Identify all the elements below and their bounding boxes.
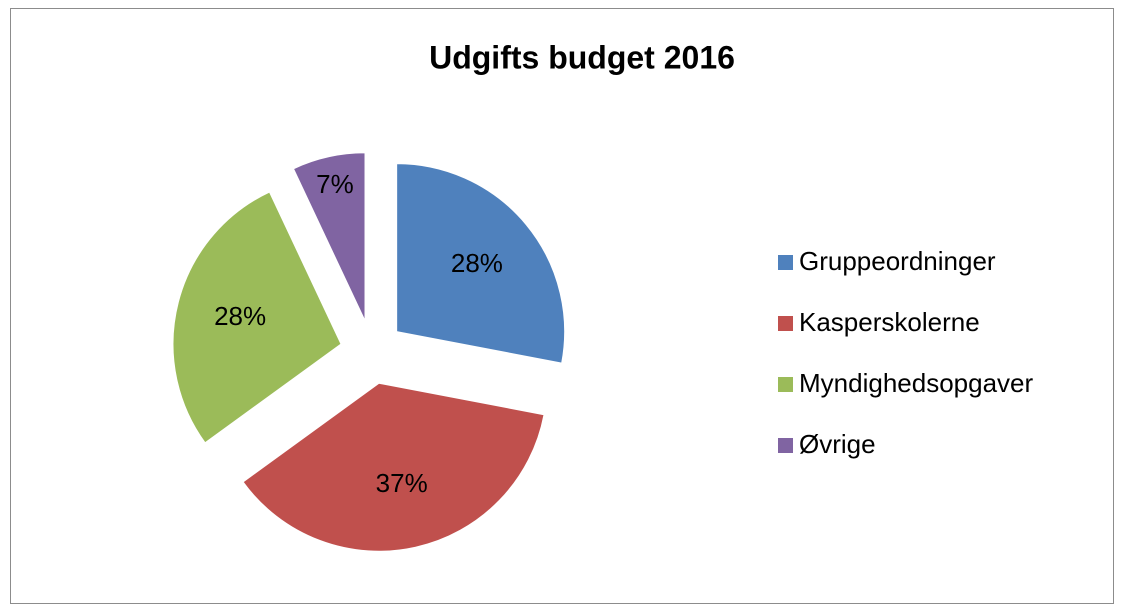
data-label: 7%: [316, 169, 354, 199]
legend-label: Myndighedsopgaver: [799, 368, 1033, 398]
legend-swatch: [778, 438, 793, 453]
legend-swatch: [778, 316, 793, 331]
pie-slice: [396, 163, 566, 364]
chart-title: Udgifts budget 2016: [429, 39, 735, 75]
legend-swatch: [778, 377, 793, 392]
legend-label: Gruppeordninger: [799, 246, 996, 276]
data-label: 28%: [451, 248, 503, 278]
pie-slice: [172, 191, 342, 444]
data-label: 37%: [376, 468, 428, 498]
pie-slice: [242, 382, 545, 552]
data-label: 28%: [214, 301, 266, 331]
pie-slice: [292, 152, 366, 321]
legend-label: Øvrige: [799, 429, 876, 459]
legend-label: Kasperskolerne: [799, 307, 980, 337]
legend-swatch: [778, 255, 793, 270]
